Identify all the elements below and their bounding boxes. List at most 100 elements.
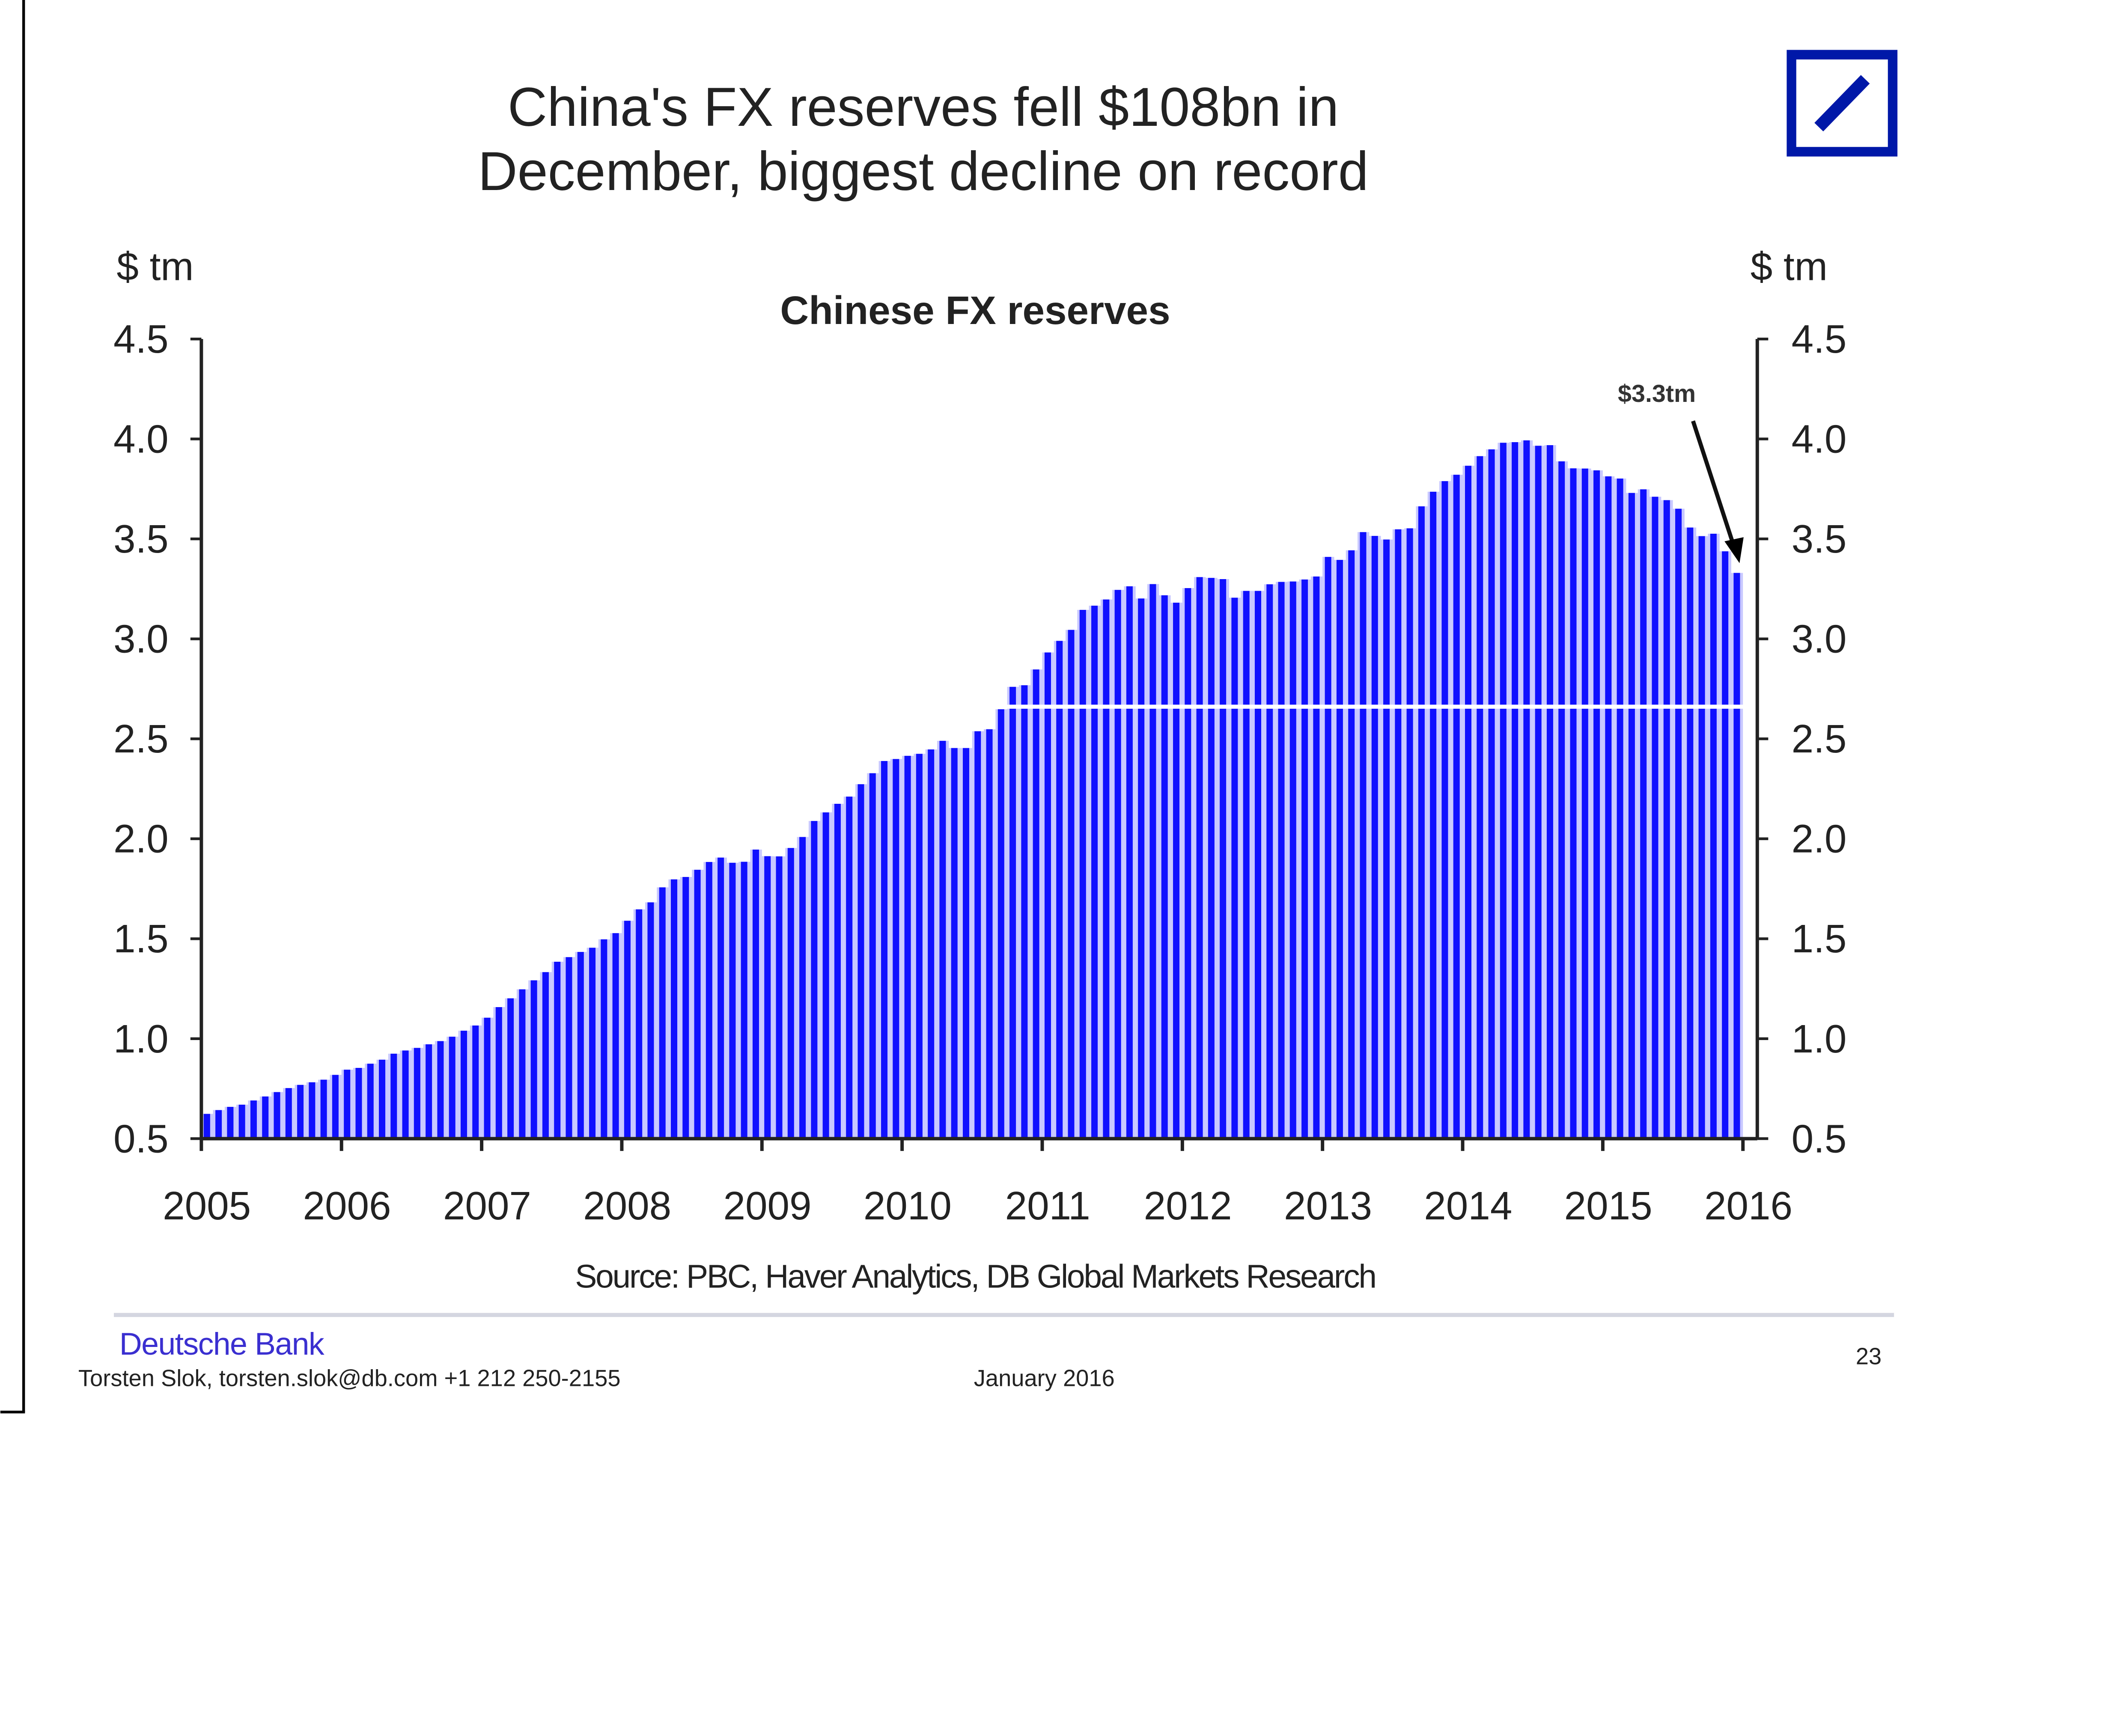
bar [1383, 539, 1390, 1139]
x-tick-label: 2014 [1424, 1183, 1512, 1228]
bar [1418, 506, 1425, 1139]
bar [1254, 591, 1261, 1139]
bar [262, 1096, 269, 1139]
x-tick-label: 2008 [583, 1183, 671, 1228]
x-tick-label: 2006 [303, 1183, 391, 1228]
bar [1395, 529, 1402, 1139]
bar [869, 773, 876, 1139]
x-tick-label: 2016 [1704, 1183, 1792, 1228]
bar [238, 1104, 245, 1139]
bar [390, 1053, 397, 1139]
y-tick-label-right: 3.5 [1792, 517, 1847, 561]
y-tick-label-left: 1.0 [113, 1017, 169, 1061]
bar [460, 1031, 467, 1139]
brand-name: Deutsche Bank [119, 1326, 325, 1361]
bar [554, 961, 561, 1139]
bar [250, 1100, 257, 1139]
y-axis-label-left: $ tm [116, 244, 194, 289]
bar [1733, 573, 1740, 1139]
bar [1325, 557, 1331, 1139]
bar [379, 1059, 386, 1139]
bar [367, 1064, 374, 1139]
bar [1465, 466, 1472, 1139]
bar [764, 856, 771, 1139]
bars [201, 339, 1757, 1139]
bar [227, 1107, 234, 1139]
bar [986, 729, 993, 1139]
bar [1628, 493, 1635, 1139]
bar [1278, 582, 1285, 1139]
bar [636, 909, 643, 1139]
bar [589, 948, 596, 1139]
y-tick-label-left: 1.5 [113, 916, 169, 961]
bar [1500, 443, 1507, 1139]
bar [962, 748, 969, 1139]
bar [1336, 560, 1343, 1139]
bar [659, 887, 666, 1139]
x-tick-label: 2005 [163, 1183, 251, 1228]
y-tick-label-left: 2.5 [113, 716, 169, 761]
y-tick-label-left: 0.5 [113, 1116, 169, 1161]
bar [1558, 461, 1565, 1139]
bar [309, 1082, 316, 1139]
bar [1173, 603, 1180, 1139]
bar [1009, 687, 1016, 1139]
bar [1091, 606, 1098, 1139]
bar [577, 952, 584, 1139]
bar [507, 998, 514, 1139]
bar [951, 748, 958, 1139]
annotation-label: $3.3tm [1618, 380, 1696, 407]
x-tick-label: 2010 [863, 1183, 952, 1228]
bar [484, 1017, 491, 1139]
bar [203, 1114, 210, 1139]
title-line-1: China's FX reserves fell $108bn in [508, 77, 1339, 138]
bar [1523, 440, 1530, 1139]
bar [414, 1048, 420, 1139]
bar [670, 879, 677, 1139]
bar [1149, 584, 1156, 1139]
bar [1640, 489, 1647, 1139]
bar [834, 803, 841, 1139]
x-tick-label: 2012 [1144, 1183, 1232, 1228]
bar [928, 749, 935, 1139]
bar [741, 862, 747, 1139]
x-tick-label: 2011 [1005, 1183, 1090, 1228]
bar [1220, 579, 1227, 1139]
y-tick-label-left: 3.0 [113, 617, 169, 661]
bar [601, 939, 607, 1139]
bar [1161, 595, 1168, 1139]
y-tick-label-left: 3.5 [113, 517, 169, 561]
source-note: Source: PBC, Haver Analytics, DB Global … [575, 1258, 1376, 1295]
x-tick-label: 2013 [1284, 1183, 1372, 1228]
bar [1593, 470, 1600, 1139]
bar [1126, 586, 1133, 1139]
bar [297, 1085, 304, 1139]
bar [904, 755, 911, 1139]
bar [1114, 590, 1121, 1139]
y-axis-label-right: $ tm [1751, 244, 1828, 289]
bar [1652, 496, 1658, 1139]
bar [1581, 468, 1588, 1139]
bar [1710, 533, 1717, 1139]
bar [1196, 577, 1203, 1139]
footer-date: January 2016 [974, 1365, 1115, 1391]
bar [449, 1037, 456, 1139]
y-tick-label-left: 4.5 [113, 317, 169, 361]
bar [320, 1079, 327, 1139]
bar [426, 1044, 432, 1139]
bar [1441, 481, 1448, 1139]
bar [1348, 550, 1355, 1139]
bar [1044, 652, 1051, 1139]
y-tick-label-right: 4.0 [1792, 417, 1847, 461]
bar [1021, 685, 1028, 1139]
bar [1301, 579, 1308, 1139]
bar [1360, 532, 1367, 1139]
bar [274, 1092, 280, 1139]
x-tick-label: 2007 [443, 1183, 531, 1228]
bar [694, 870, 701, 1139]
bar [215, 1110, 222, 1139]
bar [706, 862, 712, 1139]
bar [1056, 641, 1063, 1139]
x-tick-label: 2009 [724, 1183, 812, 1228]
bar [1208, 578, 1215, 1139]
